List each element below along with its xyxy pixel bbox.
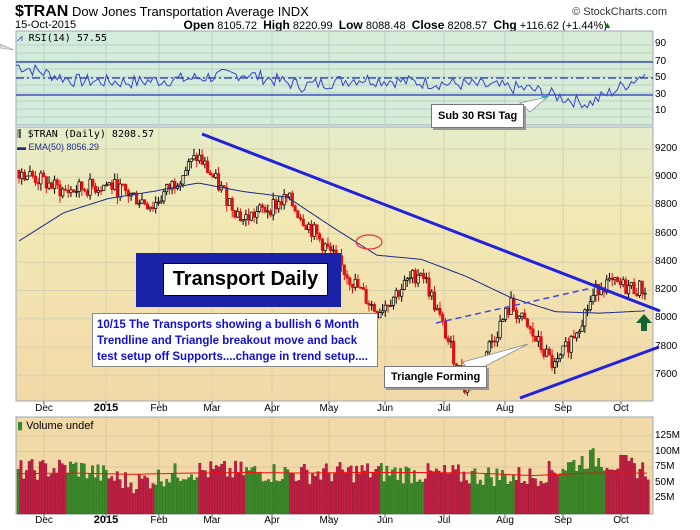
rsi-tick-30: 30 — [655, 89, 667, 100]
open-label: Open — [183, 18, 215, 32]
rsi-tick-50: 50 — [655, 72, 667, 83]
x-label-mar-bottom: Mar — [203, 515, 221, 526]
x-label-feb-bottom: Feb — [150, 515, 168, 526]
x-label-sep-bottom: Sep — [554, 515, 572, 526]
high-label: High — [263, 18, 290, 32]
high-value: 8220.99 — [292, 20, 333, 32]
chg-value: +116.62 (+1.44%) — [519, 20, 607, 32]
x-label-may-bottom: May — [319, 515, 339, 526]
x-label-dec: Dec — [35, 403, 53, 414]
x-label-aug-bottom: Aug — [496, 515, 514, 526]
ema-label: EMA(50) 8056.29 — [28, 142, 100, 152]
triangle-support-line — [519, 345, 660, 400]
price-tick: 8600 — [655, 228, 678, 239]
low-label: Low — [338, 18, 363, 32]
chg-label: Chg — [493, 18, 517, 32]
price-tick: 8000 — [655, 312, 678, 323]
x-label-2015-bottom: 2015 — [93, 514, 119, 526]
symbol: $TRAN — [15, 3, 69, 20]
x-label-2015: 2015 — [93, 402, 119, 414]
price-tick: 9000 — [655, 171, 678, 182]
note-annotation: 10/15 The Transports showing a bullish 6… — [92, 313, 378, 367]
candlestick-icon: ⫼ — [17, 129, 22, 140]
price-tick: 8200 — [655, 284, 678, 295]
rsi-label: RSI(14) 57.55 — [28, 33, 107, 44]
volume-label: Volume undef — [26, 420, 94, 432]
x-label-jun-bottom: Jun — [376, 515, 394, 526]
rsi-tick-10: 10 — [655, 105, 667, 116]
ohlc-summary: Open 8105.72 High 8220.99 Low 8088.48 Cl… — [184, 18, 607, 32]
downtrend-line — [201, 132, 661, 313]
x-label-mar: Mar — [203, 403, 221, 414]
ema-line-icon: ▬ — [17, 142, 26, 152]
chart-date: 15-Oct-2015 — [15, 19, 77, 31]
price-legend: ⫼ $TRAN (Daily) 8208.57 — [17, 129, 154, 140]
price-tick: 8400 — [655, 256, 678, 267]
volume-tick: 50M — [655, 477, 675, 488]
low-value: 8088.48 — [365, 20, 406, 32]
price-tick: 8800 — [655, 199, 678, 210]
x-label-apr-bottom: Apr — [264, 515, 280, 526]
title-annotation: Transport Daily — [163, 263, 328, 296]
rsi-legend: ⩘ RSI(14) 57.55 — [17, 33, 107, 44]
title-annotation-box: Transport Daily — [136, 253, 341, 307]
rsi-icon: ⩘ — [17, 33, 23, 44]
price-tick: 7600 — [655, 369, 678, 380]
x-label-oct-bottom: Oct — [613, 515, 629, 526]
x-label-jun: Jun — [376, 403, 394, 414]
chart-title: $TRAN Dow Jones Transportation Average I… — [15, 3, 309, 21]
x-label-apr: Apr — [264, 403, 280, 414]
open-value: 8105.72 — [217, 20, 258, 32]
volume-tick: 25M — [655, 492, 675, 503]
volume-tick: 100M — [655, 446, 681, 457]
x-label-jul-bottom: Jul — [437, 515, 451, 526]
triangle-callout: Triangle Forming — [384, 366, 488, 388]
x-label-jul: Jul — [437, 403, 451, 414]
price-label: $TRAN (Daily) 8208.57 — [27, 129, 155, 140]
volume-bars-icon: ▮ — [17, 420, 24, 432]
rsi-tick-90: 90 — [655, 38, 667, 49]
x-label-may: May — [319, 403, 339, 414]
ema-legend: ▬ EMA(50) 8056.29 — [17, 142, 99, 152]
volume-tick: 75M — [655, 461, 675, 472]
dashed-support-line — [435, 287, 593, 324]
highlight-ellipse — [355, 234, 383, 250]
up-arrow-icon: ▲ — [603, 20, 612, 30]
x-label-feb: Feb — [150, 403, 168, 414]
x-label-aug: Aug — [496, 403, 514, 414]
x-label-sep: Sep — [554, 403, 572, 414]
green-up-arrow-icon — [636, 314, 652, 331]
close-value: 8208.57 — [447, 20, 488, 32]
index-name: Dow Jones Transportation Average — [71, 4, 275, 19]
close-label: Close — [411, 18, 445, 32]
volume-legend: ▮ Volume undef — [17, 419, 93, 432]
rsi-callout: Sub 30 RSI Tag — [431, 104, 525, 128]
x-label-dec-bottom: Dec — [35, 515, 53, 526]
price-tick: 9200 — [655, 143, 678, 154]
price-tick: 7800 — [655, 341, 678, 352]
rsi-panel — [15, 30, 654, 126]
rsi-tick-70: 70 — [655, 56, 667, 67]
volume-tick: 125M — [655, 430, 681, 441]
copyright: © StockCharts.com — [572, 6, 667, 18]
x-label-oct: Oct — [613, 403, 629, 414]
exchange: INDX — [277, 4, 309, 19]
volume-panel — [15, 416, 654, 515]
